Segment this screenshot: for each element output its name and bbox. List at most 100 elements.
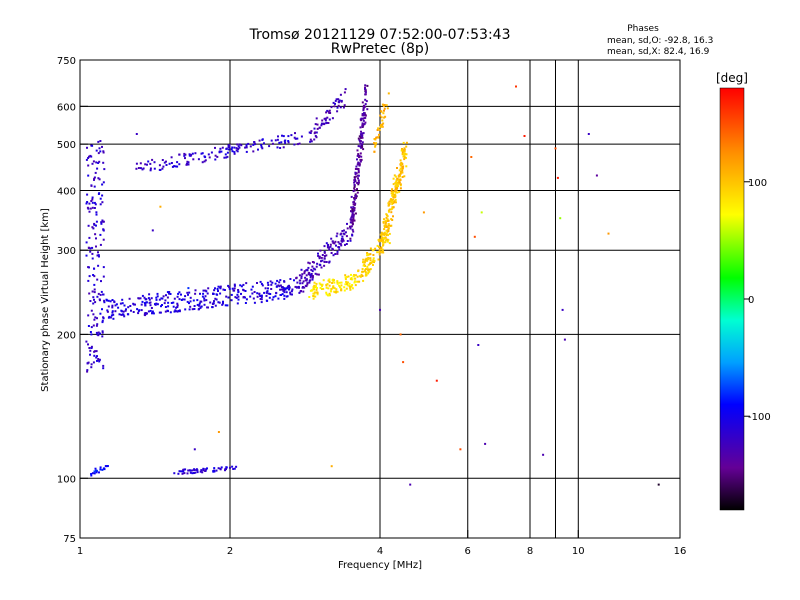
data-point: [380, 110, 383, 113]
data-point: [393, 200, 396, 203]
data-point: [88, 202, 91, 205]
data-point: [245, 143, 248, 146]
data-point: [346, 227, 349, 230]
data-point: [372, 257, 375, 260]
data-point: [102, 293, 105, 296]
data-point: [388, 200, 391, 203]
data-point: [383, 104, 386, 106]
data-point: [278, 141, 281, 144]
data-point: [85, 241, 88, 244]
data-point: [265, 294, 268, 297]
data-point: [178, 163, 181, 166]
data-point: [335, 235, 338, 238]
data-point: [91, 226, 94, 229]
data-point: [397, 185, 399, 188]
data-point: [348, 282, 351, 285]
data-point: [91, 144, 94, 147]
data-point: [286, 287, 288, 290]
data-point: [293, 143, 296, 146]
data-point: [93, 288, 96, 291]
data-point: [141, 168, 144, 171]
data-point: [91, 257, 94, 260]
data-point: [282, 135, 285, 138]
data-point: [327, 287, 330, 290]
data-point: [170, 302, 173, 304]
data-point: [313, 288, 315, 291]
data-point: [310, 273, 313, 275]
grid-lines: [80, 60, 680, 538]
data-point: [379, 308, 381, 311]
y-tick-label: 750: [57, 56, 76, 67]
data-point: [270, 283, 273, 286]
data-point: [459, 448, 462, 451]
data-point: [149, 304, 152, 307]
data-point: [325, 122, 328, 125]
data-point: [294, 137, 297, 140]
data-point: [400, 170, 402, 173]
data-point: [94, 171, 97, 174]
data-point: [349, 288, 352, 291]
data-point: [91, 162, 94, 165]
data-point: [405, 145, 408, 148]
data-point: [422, 211, 425, 214]
data-point: [168, 162, 171, 165]
data-point: [317, 252, 319, 255]
data-point: [351, 278, 354, 281]
data-point: [93, 354, 96, 357]
data-point: [401, 169, 404, 172]
data-point: [284, 139, 287, 142]
data-point: [353, 181, 356, 184]
data-point: [170, 162, 173, 164]
data-point: [225, 466, 228, 469]
data-point: [92, 324, 95, 327]
data-point: [323, 257, 326, 260]
data-point: [101, 319, 104, 322]
data-point: [196, 299, 199, 302]
data-point: [351, 287, 354, 290]
data-point: [325, 291, 328, 294]
data-point: [470, 156, 473, 158]
data-point: [319, 283, 322, 286]
data-point: [265, 291, 268, 294]
data-point: [289, 293, 292, 296]
data-point: [165, 160, 167, 163]
data-point: [267, 292, 270, 295]
data-point: [155, 298, 158, 301]
data-point: [166, 309, 169, 312]
data-point: [214, 304, 217, 307]
data-point: [316, 273, 319, 276]
data-point: [301, 273, 304, 276]
data-point: [184, 157, 186, 160]
data-point: [390, 198, 393, 201]
data-point: [366, 267, 369, 270]
data-point: [149, 169, 152, 172]
data-point: [326, 244, 329, 247]
data-point: [325, 284, 328, 287]
data-point: [348, 285, 351, 288]
data-point: [142, 167, 145, 170]
data-point: [85, 340, 88, 343]
data-point: [312, 297, 315, 300]
data-point: [127, 313, 130, 316]
data-point: [361, 126, 364, 128]
data-point: [86, 206, 89, 209]
data-point: [359, 118, 362, 121]
data-point: [96, 323, 99, 326]
data-point: [88, 247, 91, 249]
data-point: [206, 292, 209, 295]
data-point: [111, 304, 114, 307]
data-point: [183, 472, 186, 475]
data-point: [86, 362, 89, 365]
data-point: [282, 146, 285, 149]
data-point: [256, 295, 259, 298]
data-point: [115, 303, 118, 306]
data-point: [369, 262, 371, 265]
data-point: [344, 243, 346, 246]
data-point: [98, 358, 101, 361]
data-point: [93, 185, 96, 188]
data-point: [215, 293, 218, 296]
data-point: [191, 152, 194, 155]
data-point: [358, 135, 361, 138]
data-point: [167, 301, 170, 304]
data-point: [233, 146, 236, 149]
